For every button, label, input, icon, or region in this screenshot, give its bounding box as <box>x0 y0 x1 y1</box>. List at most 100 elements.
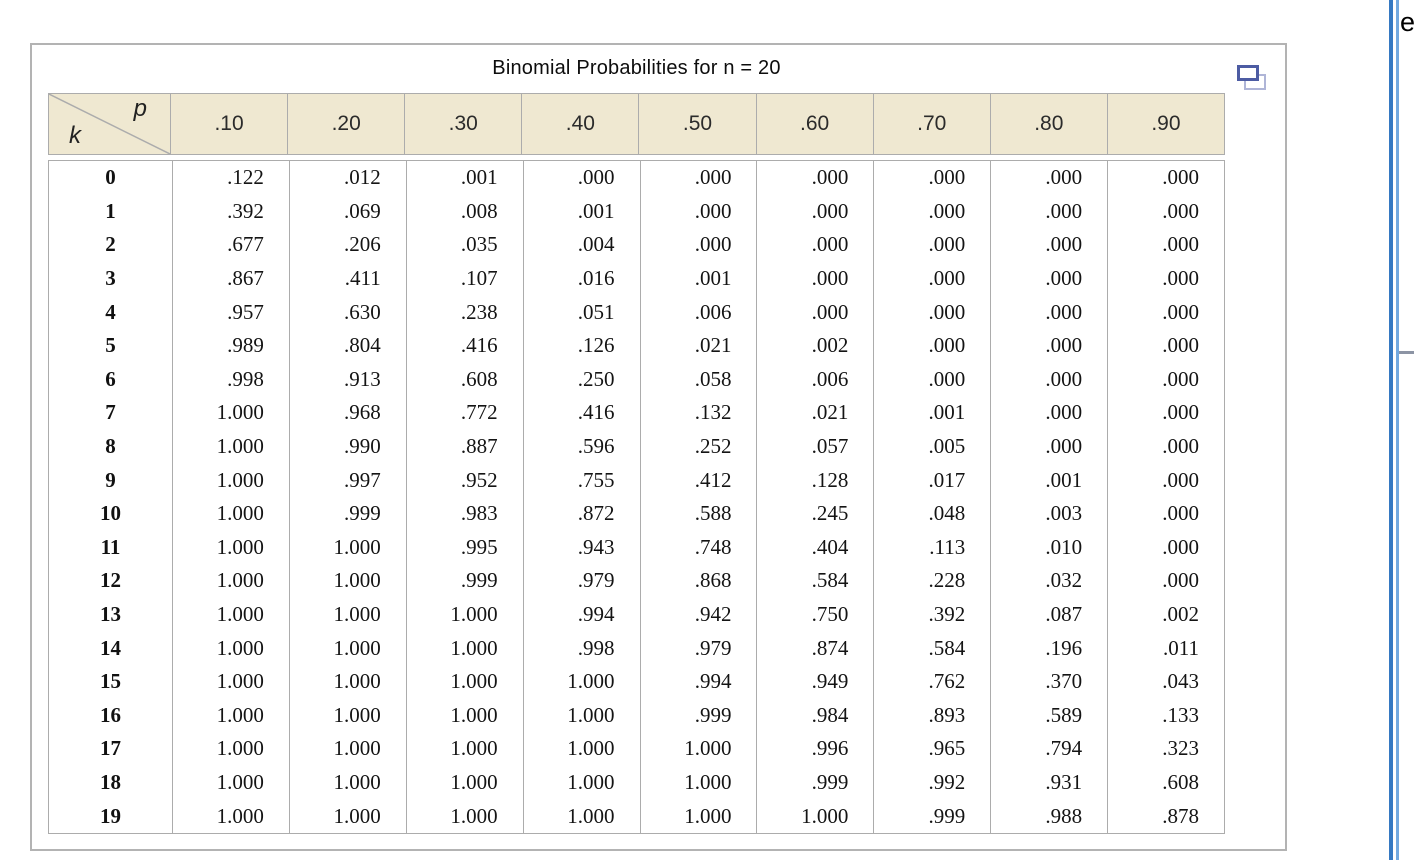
cell-k4-c5: .000 <box>811 299 849 324</box>
col-header-6: .70 <box>873 93 991 155</box>
cell-k2-c1: .206 <box>344 232 381 257</box>
cell-k11-c0: 1.000 <box>216 534 264 559</box>
panel-divider-dark-blue <box>1389 0 1393 860</box>
cell-k15-c3: 1.000 <box>567 669 615 694</box>
cell-k16-c0: 1.000 <box>216 702 264 727</box>
k-column: 0 1 2 3 4 5 6 7 8 9 10 11 12 13 14 15 16 17 18 19 <box>49 161 172 833</box>
cell-k16-c6: .893 <box>928 702 966 727</box>
cell-k2-c2: .035 <box>460 232 498 257</box>
cell-k11-c7: .010 <box>1045 534 1083 559</box>
cell-k16-c8: .133 <box>1162 702 1199 727</box>
cell-k7-c5: .021 <box>811 400 849 425</box>
cell-k15-c8: .043 <box>1162 669 1199 694</box>
cell-k12-c7: .032 <box>1045 568 1083 593</box>
k-value-4: 4 <box>105 299 116 324</box>
cell-k15-c0: 1.000 <box>216 669 264 694</box>
data-column-7: .000 .000 .000 .000 .000 .000 .000 .000 .000 .001… <box>990 161 1107 833</box>
cell-k5-c2: .416 <box>460 333 498 358</box>
cell-k16-c4: .999 <box>694 702 732 727</box>
k-value-7: 7 <box>105 400 116 425</box>
cell-k18-c2: 1.000 <box>450 769 498 794</box>
table-body: 0 1 2 3 4 5 6 7 8 9 10 11 12 13 14 15 16 17 18 19.122.392.6… <box>48 160 1225 834</box>
cell-k10-c8: .000 <box>1162 501 1199 526</box>
cell-k18-c5: .999 <box>811 769 849 794</box>
cell-k18-c7: .931 <box>1045 769 1083 794</box>
cell-k12-c0: 1.000 <box>216 568 264 593</box>
cell-k4-c6: .000 <box>928 299 966 324</box>
cell-k15-c5: .949 <box>811 669 849 694</box>
col-header-4: .50 <box>639 93 757 155</box>
cell-k12-c4: .868 <box>694 568 732 593</box>
table-header-row: p k .10.20.30.40.50.60.70.80.90 <box>48 93 1225 155</box>
cell-k15-c7: .370 <box>1045 669 1083 694</box>
cell-k6-c1: .913 <box>344 366 381 391</box>
cell-k0-c3: .000 <box>577 165 615 190</box>
cell-k17-c7: .794 <box>1045 736 1083 761</box>
cell-k17-c3: 1.000 <box>567 736 615 761</box>
cell-k10-c4: .588 <box>694 501 732 526</box>
cell-k19-c0: 1.000 <box>216 803 264 828</box>
cell-k8-c0: 1.000 <box>216 434 264 459</box>
k-variable-label: k <box>69 122 81 149</box>
cell-k13-c8: .002 <box>1162 602 1199 627</box>
cell-k2-c5: .000 <box>811 232 849 257</box>
cell-k4-c2: .238 <box>460 299 498 324</box>
cell-k9-c8: .000 <box>1162 467 1199 492</box>
cell-k11-c2: .995 <box>460 534 498 559</box>
cell-k9-c0: 1.000 <box>216 467 264 492</box>
cell-k11-c6: .113 <box>929 534 966 559</box>
k-value-3: 3 <box>105 266 116 291</box>
cell-k9-c5: .128 <box>811 467 849 492</box>
cell-k8-c3: .596 <box>577 434 615 459</box>
cell-k1-c8: .000 <box>1162 198 1199 223</box>
cell-k0-c2: .001 <box>460 165 498 190</box>
cell-k12-c6: .228 <box>928 568 966 593</box>
cell-k10-c6: .048 <box>928 501 966 526</box>
cell-k1-c0: .392 <box>227 198 264 223</box>
data-column-1: .012 .069 .206 .411 .630 .804 .913 .968 .990 .997… <box>288 161 406 833</box>
k-value-18: 18 <box>100 769 121 794</box>
cell-k9-c7: .001 <box>1045 467 1083 492</box>
cell-k2-c8: .000 <box>1162 232 1199 257</box>
duplicate-window-icon[interactable] <box>1237 65 1267 91</box>
cell-k5-c3: .126 <box>577 333 615 358</box>
cell-k14-c3: .998 <box>577 635 615 660</box>
cell-k3-c6: .000 <box>928 266 966 291</box>
cell-k19-c8: .878 <box>1162 803 1199 828</box>
cell-k8-c7: .000 <box>1045 434 1083 459</box>
cell-k17-c1: 1.000 <box>333 736 381 761</box>
cell-k1-c6: .000 <box>928 198 966 223</box>
cell-k3-c0: .867 <box>227 266 264 291</box>
cell-k12-c3: .979 <box>577 568 615 593</box>
cell-k1-c2: .008 <box>460 198 498 223</box>
cell-k19-c1: 1.000 <box>333 803 381 828</box>
cell-k6-c4: .058 <box>694 366 732 391</box>
k-value-13: 13 <box>100 602 121 627</box>
cell-k14-c0: 1.000 <box>216 635 264 660</box>
cell-k10-c1: .999 <box>344 501 381 526</box>
cell-k3-c7: .000 <box>1045 266 1083 291</box>
k-value-6: 6 <box>105 366 116 391</box>
cell-k12-c5: .584 <box>811 568 849 593</box>
cell-k6-c0: .998 <box>227 366 264 391</box>
cell-k6-c7: .000 <box>1045 366 1083 391</box>
cell-k7-c6: .001 <box>928 400 966 425</box>
right-edge-rule-line <box>1399 351 1414 354</box>
cell-k9-c2: .952 <box>460 467 498 492</box>
cell-k15-c1: 1.000 <box>333 669 381 694</box>
cell-k4-c1: .630 <box>344 299 381 324</box>
cell-k19-c2: 1.000 <box>450 803 498 828</box>
cell-k11-c3: .943 <box>577 534 615 559</box>
panel-divider-light-blue <box>1396 0 1399 860</box>
cell-k16-c3: 1.000 <box>567 702 615 727</box>
cell-k14-c1: 1.000 <box>333 635 381 660</box>
duplicate-window-front-rect <box>1237 65 1259 81</box>
k-value-19: 19 <box>100 803 121 828</box>
data-column-5: .000 .000 .000 .000 .000 .002 .006 .021 .057 .128… <box>756 161 873 833</box>
cell-k8-c8: .000 <box>1162 434 1199 459</box>
cell-k0-c5: .000 <box>811 165 849 190</box>
cell-k5-c5: .002 <box>811 333 849 358</box>
cell-k5-c8: .000 <box>1162 333 1199 358</box>
cell-k17-c0: 1.000 <box>216 736 264 761</box>
